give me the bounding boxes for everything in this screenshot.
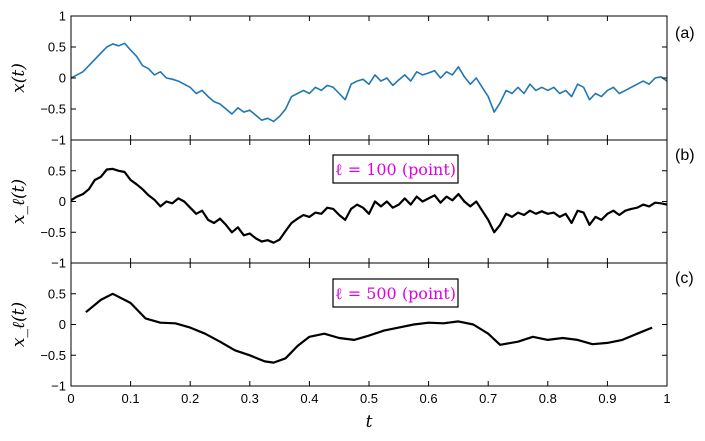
x-tick-label: 1: [663, 391, 670, 406]
annotation-text: ℓ = 500 (point): [335, 284, 456, 303]
x-tick-label: 0.3: [241, 391, 259, 406]
x-axis-label: t: [366, 412, 373, 432]
x-tick-label: 0: [67, 391, 74, 406]
y-axis-label: x_ℓ(t): [9, 302, 29, 347]
annotation-box: [332, 154, 459, 184]
series-line-1-1: [70, 42, 668, 123]
annotation-box: [332, 278, 459, 308]
y-tick-label: −1: [51, 133, 66, 148]
y-tick-label: −1: [51, 256, 66, 271]
x-tick-label: 0.7: [479, 391, 497, 406]
x-tick-label: 0.8: [539, 391, 557, 406]
panel-label: (b): [675, 147, 695, 164]
y-axis-label: x_ℓ(t): [9, 179, 29, 224]
x-tick-label: 0.9: [598, 391, 616, 406]
y-tick-label: 0.5: [48, 163, 66, 178]
x-tick-label: 0.6: [420, 391, 438, 406]
y-tick-label: −0.5: [40, 225, 66, 240]
y-tick-label: 0: [59, 194, 66, 209]
annotation-text: ℓ = 100 (point): [335, 160, 456, 179]
axes-frame-1: [70, 15, 668, 141]
y-tick-label: −0.5: [40, 348, 66, 363]
y-tick-label: 0.5: [48, 40, 66, 55]
x-tick-label: 0.4: [300, 391, 318, 406]
series-line-3-1: [85, 292, 653, 364]
x-tick-label: 0.1: [122, 391, 140, 406]
y-axis-label: x(t): [9, 63, 29, 93]
panel-label: (a): [675, 25, 695, 42]
y-tick-label: −0.5: [40, 102, 66, 117]
x-tick-label: 0.2: [181, 391, 199, 406]
y-tick-label: −1: [51, 379, 66, 394]
panel-label: (c): [675, 270, 694, 287]
y-tick-label: 0: [59, 317, 66, 332]
series-line-2-1: [70, 167, 668, 244]
y-tick-label: 0: [59, 71, 66, 86]
y-tick-label: 1: [59, 9, 66, 24]
x-tick-label: 0.5: [360, 391, 378, 406]
y-tick-label: 0.5: [48, 286, 66, 301]
